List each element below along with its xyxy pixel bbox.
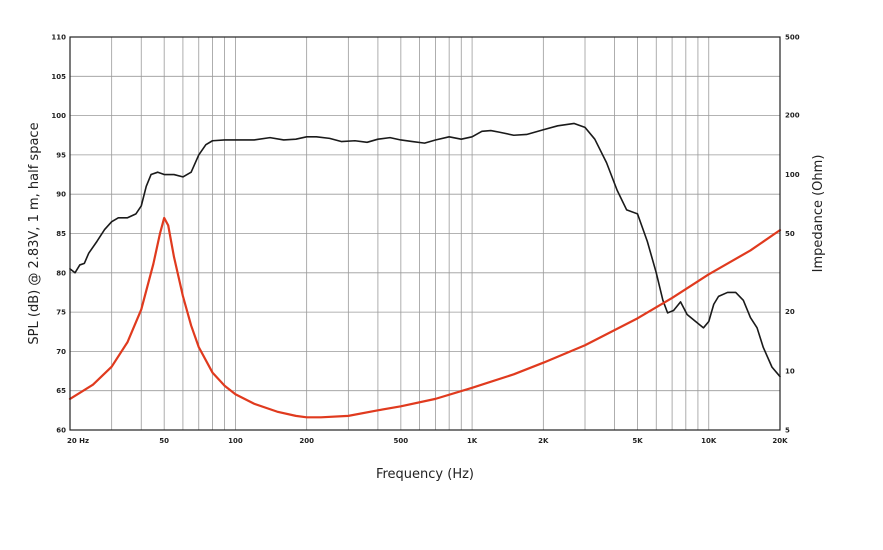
series-layer xyxy=(68,122,782,419)
y-left-tick-label: 105 xyxy=(51,73,66,81)
y-left-tick-label: 60 xyxy=(56,427,66,435)
tick-labels: 20 Hz 50 100 200 500 1K 2K 5K 10K 20K 60 65 70 75 80 85… xyxy=(51,34,799,446)
y-left-tick-label: 100 xyxy=(51,112,66,120)
y-right-tick-label: 20 xyxy=(785,308,795,316)
x-tick-label: 200 xyxy=(299,437,314,445)
y-left-tick-label: 75 xyxy=(56,309,66,317)
x-tick-label: 50 xyxy=(159,437,169,445)
y-left-tick-label: 80 xyxy=(56,269,66,277)
y-axis-right-title: Impedance (Ohm) xyxy=(811,155,826,273)
y-right-tick-label: 5 xyxy=(785,427,790,435)
spl-series-line xyxy=(69,122,781,378)
grid xyxy=(70,37,780,430)
y-left-tick-label: 110 xyxy=(51,34,66,42)
y-left-tick-label: 85 xyxy=(56,230,66,238)
y-right-tick-label: 200 xyxy=(785,112,800,120)
x-axis-title: Frequency (Hz) xyxy=(376,467,474,482)
y-left-tick-label: 70 xyxy=(56,348,66,356)
y-right-tick-label: 50 xyxy=(785,230,795,238)
x-tick-label: 10K xyxy=(701,437,717,445)
plot-frame xyxy=(69,36,781,431)
impedance-series-line xyxy=(68,216,782,419)
x-tick-label: 500 xyxy=(394,437,409,445)
y-right-tick-label: 10 xyxy=(785,367,795,375)
x-tick-label: 20K xyxy=(772,437,788,445)
y-axis-left-title: SPL (dB) @ 2.83V, 1 m, half space xyxy=(27,122,42,344)
y-right-tick-label: 500 xyxy=(785,34,800,42)
y-left-tick-label: 95 xyxy=(56,151,66,159)
y-right-tick-label: 100 xyxy=(785,171,800,179)
x-tick-label: 20 Hz xyxy=(67,437,89,445)
x-tick-label: 5K xyxy=(632,437,643,445)
y-left-tick-label: 90 xyxy=(56,191,66,199)
x-tick-label: 2K xyxy=(538,437,549,445)
x-tick-label: 1K xyxy=(467,437,478,445)
y-left-tick-label: 65 xyxy=(56,387,66,395)
x-tick-label: 100 xyxy=(228,437,243,445)
